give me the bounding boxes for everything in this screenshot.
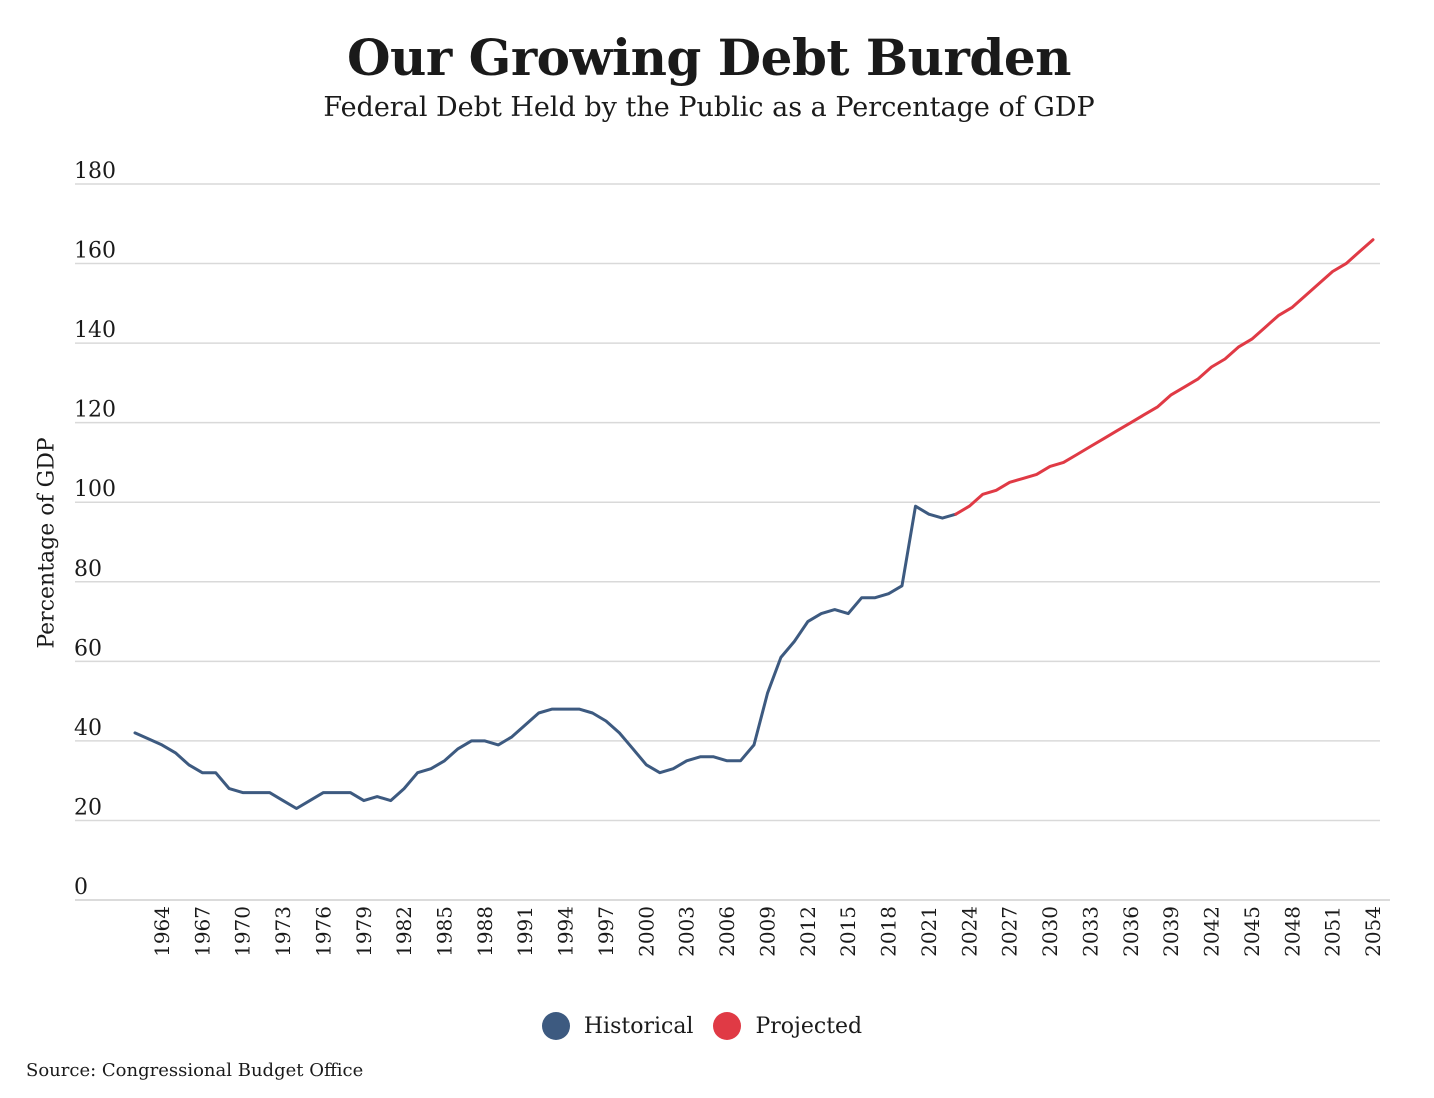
x-tick-label-2012: 2012 bbox=[796, 906, 820, 957]
source-note: Source: Congressional Budget Office bbox=[26, 1060, 364, 1081]
x-tick-label-2009: 2009 bbox=[755, 906, 779, 957]
x-tick-label-1979: 1979 bbox=[352, 906, 376, 957]
chart-subtitle: Federal Debt Held by the Public as a Per… bbox=[323, 92, 1095, 123]
y-tick-label-100: 100 bbox=[74, 477, 116, 502]
legend-label-projected: Projected bbox=[755, 1013, 863, 1039]
series-line-historical bbox=[133, 504, 958, 810]
x-tick-label-2015: 2015 bbox=[836, 906, 860, 957]
x-tick-label-2048: 2048 bbox=[1280, 906, 1304, 957]
x-tick-label-1982: 1982 bbox=[392, 906, 416, 957]
y-tick-label-40: 40 bbox=[74, 716, 102, 741]
x-tick-label-2021: 2021 bbox=[917, 906, 941, 957]
x-tick-label-1976: 1976 bbox=[311, 906, 335, 957]
x-tick-label-2027: 2027 bbox=[998, 906, 1022, 957]
legend-item-historical: Historical bbox=[541, 1012, 694, 1040]
x-tick-label-2024: 2024 bbox=[957, 906, 981, 957]
y-tick-label-80: 80 bbox=[74, 557, 102, 582]
x-tick-label-1991: 1991 bbox=[513, 906, 537, 957]
y-tick-label-20: 20 bbox=[74, 795, 102, 820]
x-tick-label-1967: 1967 bbox=[190, 906, 214, 957]
x-tick-label-2051: 2051 bbox=[1321, 906, 1345, 957]
legend-marker-historical bbox=[541, 1012, 570, 1040]
y-tick-label-60: 60 bbox=[74, 636, 102, 661]
x-tick-label-2003: 2003 bbox=[675, 906, 699, 957]
legend-marker-projected bbox=[713, 1012, 742, 1040]
chart-title: Our Growing Debt Burden bbox=[346, 28, 1072, 87]
x-tick-label-2030: 2030 bbox=[1038, 906, 1062, 957]
y-tick-label-120: 120 bbox=[74, 398, 116, 423]
y-tick-label-160: 160 bbox=[74, 239, 116, 264]
x-tick-label-2036: 2036 bbox=[1119, 906, 1143, 957]
y-tick-label-0: 0 bbox=[74, 875, 88, 900]
x-tick-label-1997: 1997 bbox=[594, 906, 618, 957]
x-tick-label-2006: 2006 bbox=[715, 906, 739, 957]
x-tick-label-2033: 2033 bbox=[1078, 906, 1102, 957]
x-tick-label-2018: 2018 bbox=[877, 906, 901, 957]
legend-label-historical: Historical bbox=[583, 1013, 694, 1039]
x-tick-label-1970: 1970 bbox=[231, 906, 255, 957]
legend: Historical Projected bbox=[0, 1012, 1404, 1040]
x-tick-label-1973: 1973 bbox=[271, 906, 295, 957]
x-tick-label-1988: 1988 bbox=[473, 906, 497, 957]
x-tick-label-2042: 2042 bbox=[1200, 906, 1224, 957]
y-tick-label-140: 140 bbox=[74, 318, 116, 343]
x-tick-label-2000: 2000 bbox=[634, 906, 658, 957]
line-chart: 0 20 40 60 80 100 120 140 160 180 1964 1967 1970 1973… bbox=[74, 159, 1390, 957]
series-line-projected bbox=[954, 238, 1375, 516]
legend-item-projected: Projected bbox=[713, 1012, 862, 1040]
x-tick-label-1994: 1994 bbox=[554, 906, 578, 957]
x-tick-label-1964: 1964 bbox=[150, 906, 174, 957]
x-tick-label-1985: 1985 bbox=[433, 906, 457, 957]
y-tick-label-180: 180 bbox=[74, 159, 116, 184]
x-tick-label-2054: 2054 bbox=[1361, 906, 1385, 957]
x-tick-label-2045: 2045 bbox=[1240, 906, 1264, 957]
x-tick-label-2039: 2039 bbox=[1159, 906, 1183, 957]
